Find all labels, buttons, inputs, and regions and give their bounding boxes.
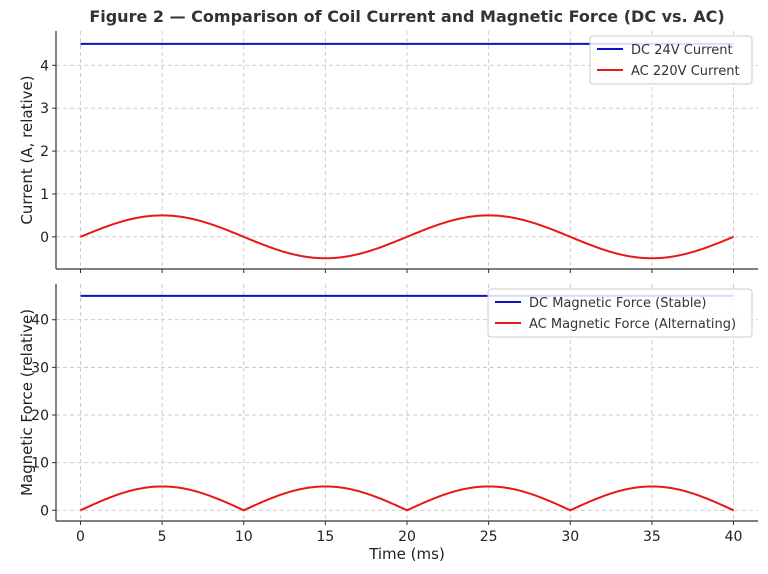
x-tick-label: 25 bbox=[480, 529, 498, 545]
x-axis-label: Time (ms) bbox=[368, 545, 445, 563]
x-tick-label: 30 bbox=[561, 529, 579, 545]
y-tick-label: 4 bbox=[40, 58, 49, 74]
series-line-1 bbox=[80, 485, 734, 512]
legend-box bbox=[589, 35, 753, 85]
y-tick-label: 10 bbox=[31, 456, 49, 472]
legend-entry-1: AC Magnetic Force (Alternating) bbox=[529, 317, 736, 332]
y-tick-label: 30 bbox=[31, 360, 49, 376]
x-tick-label: 20 bbox=[398, 529, 416, 545]
x-tick-label: 0 bbox=[76, 529, 85, 545]
y-tick-label: 0 bbox=[40, 503, 49, 519]
figure-title: Figure 2 — Comparison of Coil Current an… bbox=[89, 7, 724, 26]
y-axis-label: Current (A, relative) bbox=[18, 75, 36, 224]
legend-entry-1: AC 220V Current bbox=[631, 64, 740, 79]
x-tick-label: 5 bbox=[158, 529, 167, 545]
y-tick-label: 2 bbox=[40, 144, 49, 160]
series-line-1 bbox=[80, 214, 734, 260]
x-tick-label: 15 bbox=[316, 529, 334, 545]
y-tick-label: 0 bbox=[40, 230, 49, 246]
y-tick-label: 3 bbox=[40, 101, 49, 117]
y-tick-label: 1 bbox=[40, 187, 49, 203]
x-tick-label: 35 bbox=[643, 529, 661, 545]
x-tick-label: 40 bbox=[725, 529, 743, 545]
y-axis-label: Magnetic Force (relative) bbox=[18, 309, 36, 496]
legend-box bbox=[487, 288, 753, 338]
y-tick-label: 40 bbox=[31, 313, 49, 329]
legend-entry-0: DC 24V Current bbox=[631, 43, 733, 58]
x-tick-label: 10 bbox=[235, 529, 253, 545]
y-tick-label: 20 bbox=[31, 408, 49, 424]
legend-entry-0: DC Magnetic Force (Stable) bbox=[529, 296, 707, 311]
